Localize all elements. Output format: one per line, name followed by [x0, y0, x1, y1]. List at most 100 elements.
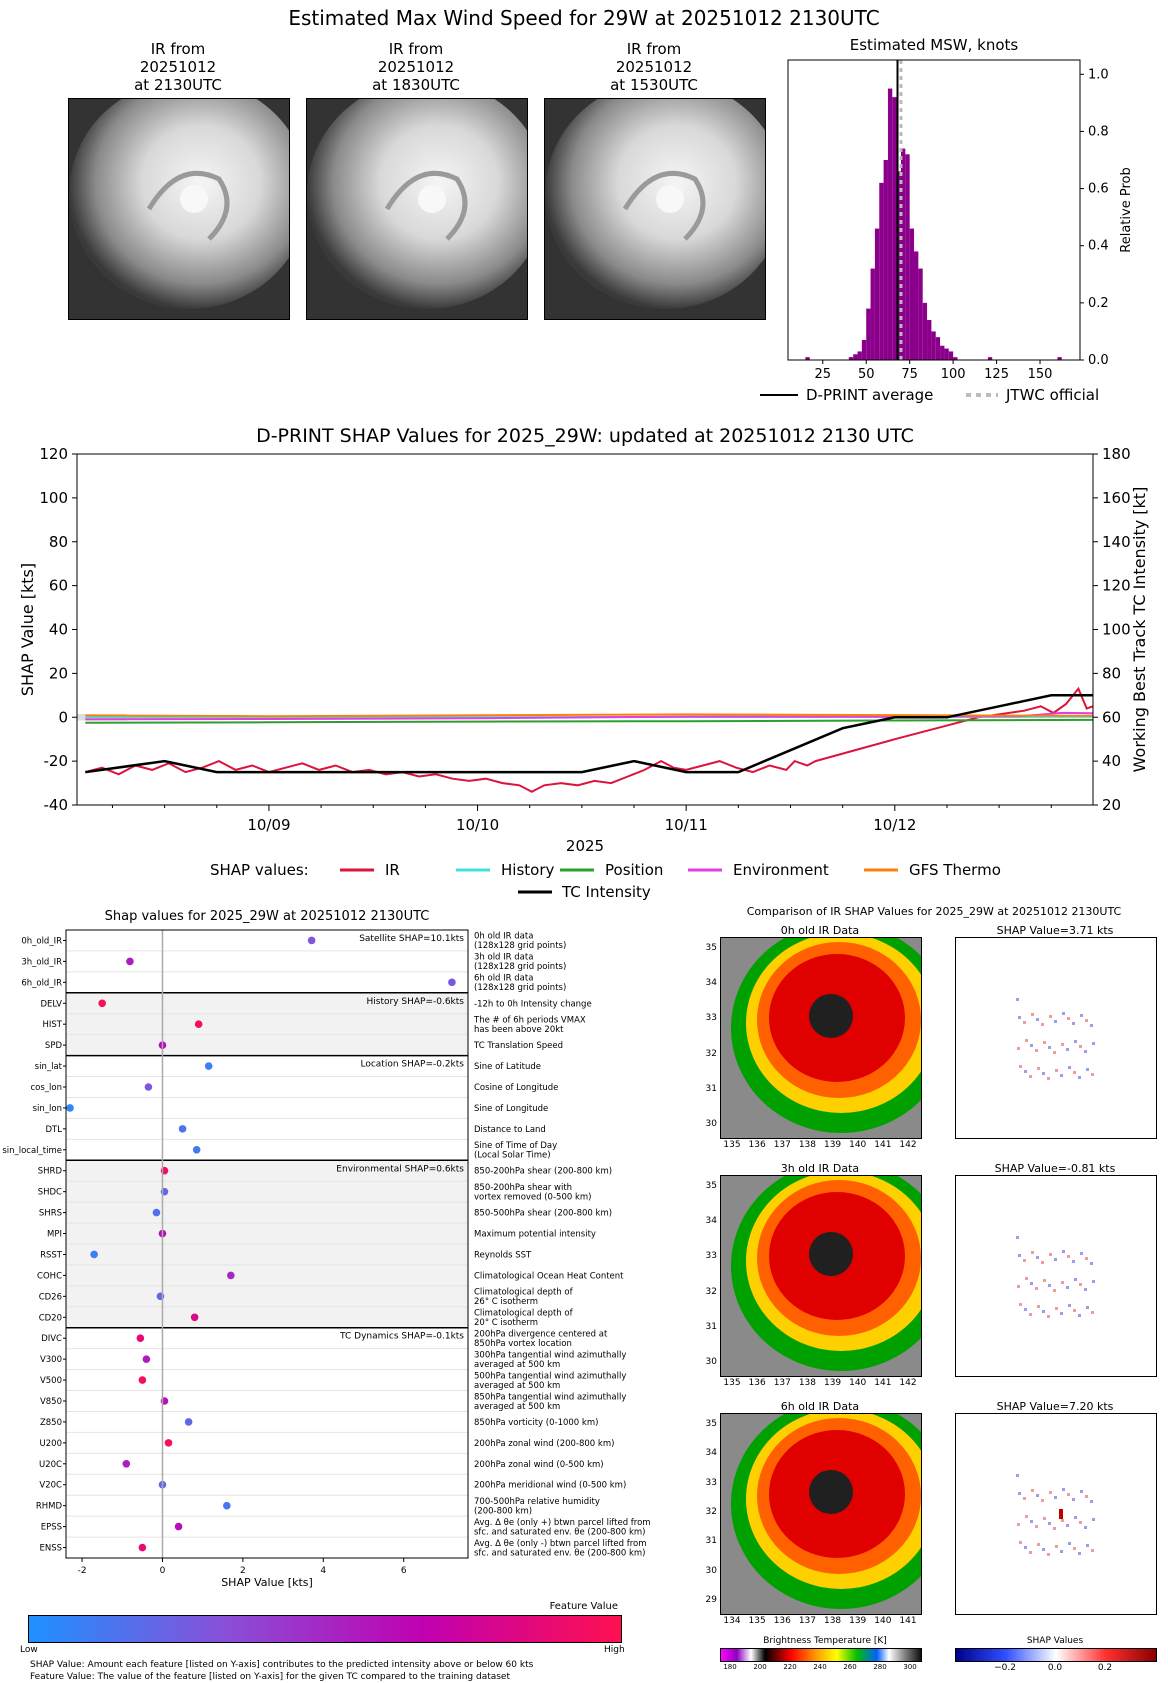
- feature-description: 200hPa zonal wind (200-800 km): [474, 1439, 614, 1449]
- shap-pixel: [1092, 1518, 1095, 1521]
- lat-tick-label: 33: [705, 1477, 717, 1488]
- shap-pixel: [1024, 1070, 1027, 1073]
- page-title: Estimated Max Wind Speed for 29W at 2025…: [288, 6, 880, 30]
- feature-label: V850: [40, 1397, 62, 1407]
- shap-pixel: [1041, 1023, 1044, 1026]
- feature-shap-point: [174, 1522, 183, 1531]
- y-tick-label: 40: [49, 621, 68, 639]
- y-tick-label: 1.0: [1088, 67, 1109, 82]
- y-tick-label: 0.6: [1088, 182, 1109, 197]
- histogram-bar: [900, 148, 906, 360]
- shap-pixel: [1023, 1021, 1026, 1024]
- x-tick-label: 75: [901, 367, 918, 382]
- cloud-mass: [545, 99, 765, 309]
- shap-pixel: [1019, 1303, 1022, 1306]
- lat-tick-label: 30: [705, 1565, 717, 1576]
- y-right-tick-label: 140: [1102, 533, 1131, 551]
- shap-pixel: [1084, 1050, 1087, 1053]
- satellite-cloud-icon: [307, 99, 527, 319]
- feature-shap-point: [144, 1083, 153, 1091]
- ir-caption-line: IR from: [626, 40, 682, 58]
- feature-description: has been above 20kt: [474, 1025, 564, 1035]
- group-label: Environmental SHAP=0.6kts: [336, 1164, 464, 1174]
- feature-description: Climatological depth of: [474, 1309, 574, 1319]
- legend-label-dprint: D-PRINT average: [806, 386, 933, 404]
- histogram-bar: [905, 154, 910, 360]
- feature-label: SHDC: [38, 1188, 62, 1198]
- y-right-axis-label: Working Best Track TC Intensity [kt]: [1130, 487, 1149, 773]
- storm-center: [418, 185, 446, 213]
- shap-pixel: [1055, 1069, 1058, 1072]
- shap-pixel: [1079, 1521, 1082, 1524]
- ir-caption-line: at 2130UTC: [134, 76, 222, 94]
- shap-pixel: [1049, 1015, 1052, 1018]
- feature-description: Avg. Δ θe (only +) btwn parcel lifted fr…: [474, 1518, 651, 1528]
- lon-tick-label: 139: [849, 1616, 867, 1626]
- lon-tick-label: 141: [899, 1616, 917, 1626]
- feature-shap-point: [138, 1543, 147, 1552]
- ir-panel-title: 3h old IR Data: [780, 1162, 860, 1175]
- legend-label: IR: [385, 861, 400, 879]
- shap-pixel: [1053, 1527, 1056, 1530]
- lat-tick-label: 32: [705, 1507, 717, 1517]
- feature-chart-frame: [65, 929, 469, 1559]
- shap-pixel: [1029, 1551, 1032, 1554]
- satellite-ir-image: [68, 98, 290, 320]
- y-right-tick-label: 160: [1102, 489, 1131, 507]
- legend-label: GFS Thermo: [909, 861, 1001, 879]
- shap-pixel: [1079, 1045, 1082, 1048]
- ir-caption-line: 20251012: [139, 58, 217, 76]
- lon-tick-label: 138: [823, 1616, 842, 1626]
- shap-map-image: [955, 1175, 1157, 1377]
- shap-pixel: [1068, 1542, 1071, 1545]
- feature-label: SHRD: [38, 1167, 63, 1177]
- shap-map-image: [955, 1413, 1157, 1615]
- bt-tick-label: 300: [903, 1663, 917, 1671]
- shap-pixel: [1091, 1311, 1094, 1314]
- footnote-feature: Feature Value: The value of the feature …: [30, 1672, 511, 1682]
- group-shade: [66, 992, 468, 1056]
- shap-tick-label: 0.0: [1047, 1663, 1063, 1673]
- feature-description: Sine of Latitude: [474, 1062, 541, 1072]
- feature-description: TC Translation Speed: [473, 1041, 563, 1051]
- feature-label: ENSS: [39, 1544, 62, 1554]
- y-tick-label: -40: [44, 796, 69, 814]
- lat-tick-label: 35: [705, 1419, 717, 1429]
- feature-description: Climatological Ocean Heat Content: [474, 1271, 624, 1281]
- y-right-tick-label: 40: [1102, 752, 1121, 770]
- shap-map-icon: [1016, 998, 1095, 1080]
- shap-pixel: [1031, 1013, 1034, 1016]
- feature-description: Cosine of Longitude: [474, 1083, 558, 1093]
- lat-tick-label: 35: [705, 1181, 717, 1191]
- feature-shap-point: [190, 1313, 199, 1322]
- shap-pixel: [1078, 1552, 1081, 1555]
- feature-label: DIVC: [41, 1334, 62, 1344]
- feature-label: V500: [40, 1376, 62, 1386]
- feature-description: (128x128 grid points): [474, 941, 566, 951]
- x-tick-label: -2: [78, 1566, 87, 1576]
- ir-comparison-title: Comparison of IR SHAP Values for 2025_29…: [746, 905, 1122, 918]
- shap-pixel: [1036, 1256, 1039, 1259]
- timeseries-title: D-PRINT SHAP Values for 2025_29W: update…: [256, 425, 914, 447]
- feature-description: Sine of Longitude: [474, 1104, 548, 1114]
- y-axis-label: Relative Prob: [1119, 167, 1134, 252]
- shap-pixel: [1090, 1024, 1093, 1027]
- x-tick-label: 10/10: [456, 816, 499, 834]
- spiral-band: [146, 170, 230, 241]
- shap-pixel: [1042, 1072, 1045, 1075]
- shap-timeseries-chart: D-PRINT SHAP Values for 2025_29W: update…: [18, 425, 1149, 900]
- ir-panel-title: 6h old IR Data: [780, 1400, 860, 1413]
- feature-shap-point: [138, 1376, 147, 1384]
- shap-pixel: [1035, 1287, 1038, 1290]
- shap-pixel: [1042, 1548, 1045, 1551]
- shap-pixel: [1025, 1039, 1028, 1042]
- shap-pixel: [1041, 1499, 1044, 1502]
- shap-pixel: [1030, 1044, 1033, 1047]
- feature-shap-point: [164, 1439, 173, 1447]
- histogram-bar: [948, 351, 954, 360]
- feature-label: SPD: [45, 1041, 63, 1051]
- feature-description: 850-200hPa shear (200-800 km): [474, 1167, 612, 1177]
- bt-tick-label: 220: [783, 1663, 797, 1671]
- ir-panel-title: 0h old IR Data: [780, 924, 860, 937]
- x-axis-label: 2025: [566, 837, 604, 855]
